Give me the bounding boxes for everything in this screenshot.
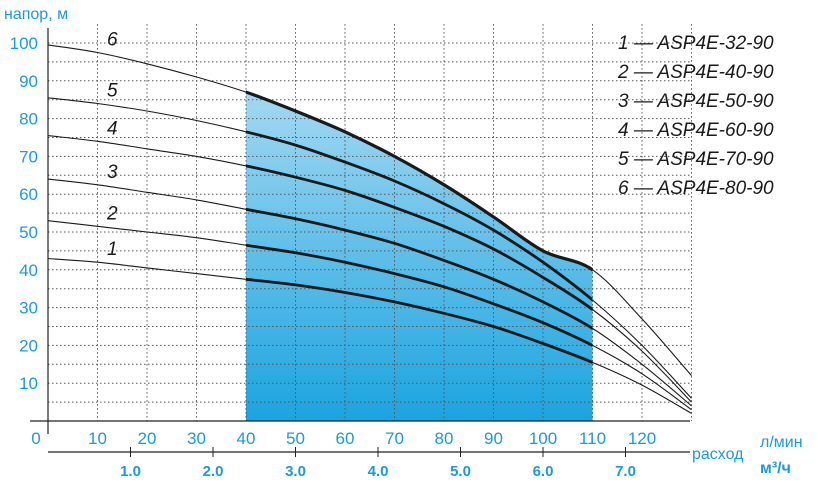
legend-entry: 6 — ASP4E-80-90 [618, 178, 774, 199]
y-tick-label: 40 [19, 261, 38, 280]
x-tick-label-m3h: 3.0 [285, 463, 306, 480]
x-tick-label-m3h: 7.0 [615, 463, 636, 480]
curve-3-working-range [246, 207, 593, 331]
x-tick-label-lmin: 0 [31, 429, 40, 448]
y-axis-title: напор, м [4, 6, 68, 23]
curve-2-working-range [246, 243, 593, 347]
curve-label-2: 2 [106, 203, 118, 224]
curve-label-3: 3 [107, 162, 118, 183]
x-tick-label-lmin: 80 [435, 429, 454, 448]
x-axis-title-flow: расход [692, 446, 744, 463]
legend-entry: 2 — ASP4E-40-90 [617, 62, 774, 83]
y-tick-label: 50 [19, 223, 38, 242]
curve-label-1: 1 [107, 239, 118, 260]
axes: 10 20 30 40 50 60 70 80 90 100 0 10 20 30 40 50 60 70 80 90… [10, 28, 690, 480]
x-tick-label-lmin: 120 [628, 429, 656, 448]
x-tick-label-m3h: 5.0 [450, 463, 471, 480]
y-tick-label: 80 [19, 110, 38, 129]
x-tick-label-lmin: 50 [286, 429, 305, 448]
x-tick-label-lmin: 110 [579, 429, 606, 448]
x-axis-title-m3h: м³/ч [760, 460, 791, 477]
y-tick-label: 30 [19, 299, 38, 318]
y-tick-label: 60 [19, 185, 38, 204]
x-tick-label-lmin: 40 [237, 429, 256, 448]
x-tick-label-lmin: 10 [88, 429, 107, 448]
x-tick-label-lmin: 30 [187, 429, 206, 448]
curve-label-4: 4 [107, 118, 118, 139]
x-tick-label-m3h: 1.0 [120, 463, 141, 480]
grid [48, 24, 692, 421]
legend-entry: 5 — ASP4E-70-90 [618, 149, 774, 170]
curve-1-working-range [246, 277, 593, 364]
y-tick-label: 10 [19, 374, 38, 393]
curve-label-6: 6 [107, 29, 118, 50]
x-tick-label-lmin: 60 [336, 429, 355, 448]
curve-4-working-range [246, 164, 593, 312]
x-tick-label-lmin: 20 [138, 429, 157, 448]
legend-entry: 4 — ASP4E-60-90 [618, 120, 774, 141]
x-tick-label-m3h: 2.0 [203, 463, 224, 480]
x-tick-label-lmin: 70 [385, 429, 404, 448]
x-tick-label-m3h: 6.0 [533, 463, 554, 480]
legend-entry: 3 — ASP4E-50-90 [618, 91, 774, 112]
y-tick-label: 70 [19, 147, 38, 166]
x-tick-label-lmin: 90 [484, 429, 503, 448]
legend-entry: 1 — ASP4E-32-90 [618, 33, 774, 54]
legend: 1 — ASP4E-32-90 2 — ASP4E-40-90 3 — ASP4E-… [617, 33, 774, 199]
y-tick-label: 100 [10, 34, 38, 53]
y-tick-label: 90 [19, 72, 38, 91]
x-tick-label-m3h: 4.0 [368, 463, 389, 480]
y-tick-label: 20 [19, 336, 38, 355]
x-axis-title-lmin: л/мин [760, 434, 803, 451]
x-tick-label-lmin: 100 [529, 429, 557, 448]
curve-6-working-range [246, 90, 593, 272]
working-range-area [246, 44, 593, 421]
labels: напор, м л/мин расход м³/ч [4, 6, 803, 477]
curves: 1 2 3 4 5 6 [47, 29, 692, 414]
curve-5-working-range [246, 130, 593, 302]
working-range-fill [246, 44, 593, 421]
curve-label-5: 5 [107, 80, 118, 101]
